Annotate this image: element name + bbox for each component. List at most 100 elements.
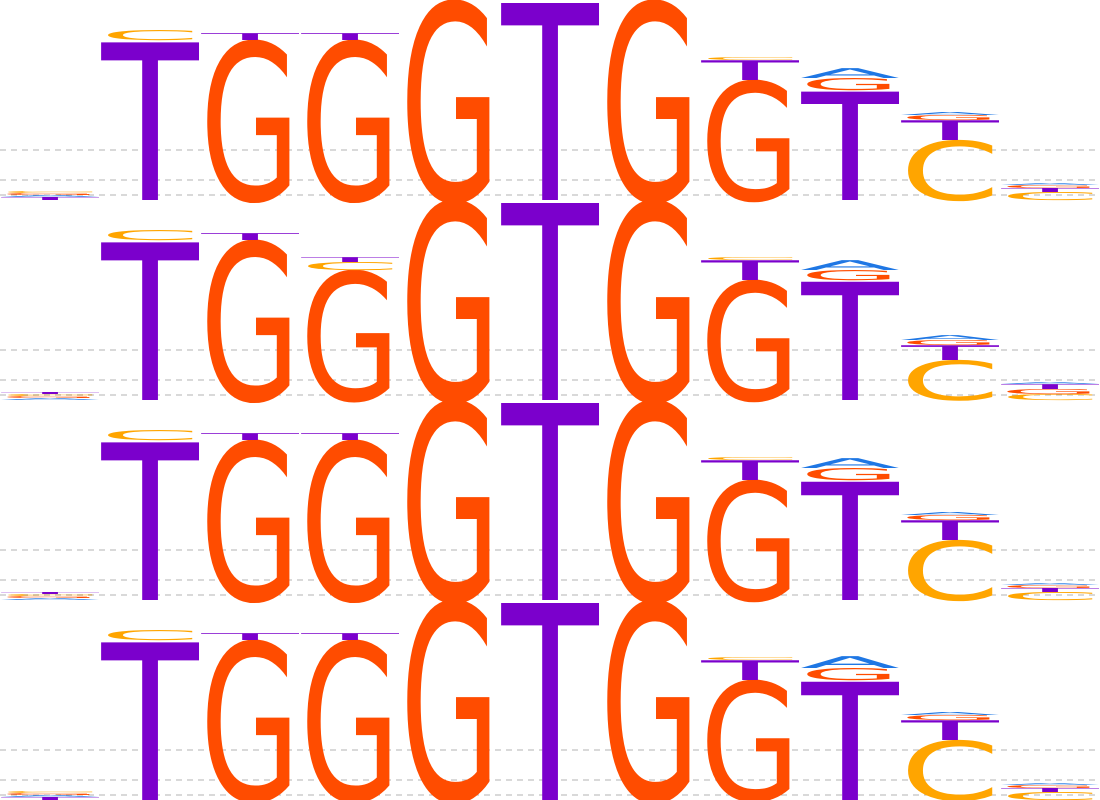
- logo-letter-A: A: [900, 511, 1000, 516]
- logo-letter-A: A: [0, 598, 100, 601]
- logo-letter-C: C: [0, 393, 100, 396]
- logo-letter-G: G: [300, 0, 400, 251]
- logo-letter-G: G: [400, 549, 500, 800]
- logo-letter-G: G: [700, 249, 800, 438]
- logo-letter-G: G: [900, 714, 1000, 722]
- logo-letter-G: G: [0, 192, 100, 195]
- logo-letter-T: T: [900, 341, 1000, 365]
- logo-letter-G: G: [1000, 584, 1100, 589]
- logo-letter-G: G: [400, 349, 500, 664]
- logo-letter-T: T: [200, 431, 299, 442]
- logo-letter-C: C: [0, 593, 100, 596]
- logo-letter-G: G: [700, 649, 800, 800]
- logo-letter-T: T: [501, 0, 600, 265]
- logo-letter-T: T: [1000, 187, 1099, 193]
- logo-letter-T: T: [801, 63, 900, 236]
- logo-letter-G: G: [400, 0, 500, 264]
- logo-letter-C: C: [100, 28, 200, 44]
- logo-letter-A: A: [800, 456, 900, 472]
- logo-letter-T: T: [700, 655, 799, 687]
- logo-letter-T: T: [300, 631, 399, 642]
- logo-letter-G: G: [0, 792, 100, 795]
- logo-letter-T: T: [0, 392, 99, 395]
- logo-letter-C: C: [100, 228, 200, 244]
- logo-letter-T: T: [801, 649, 900, 800]
- logo-letter-C: C: [100, 428, 200, 444]
- logo-letter-T: T: [1000, 587, 1099, 593]
- logo-letter-A: A: [1000, 583, 1100, 586]
- logo-letter-A: A: [0, 795, 100, 798]
- logo-letter-G: G: [300, 600, 400, 800]
- logo-letter-T: T: [700, 55, 799, 87]
- logo-letter-G: G: [700, 449, 800, 638]
- logo-letter-T: T: [300, 256, 399, 264]
- logo-letter-G: G: [200, 200, 300, 451]
- logo-letter-C: C: [700, 56, 800, 61]
- logo-letter-T: T: [900, 115, 999, 147]
- logo-letter-T: T: [801, 249, 900, 438]
- logo-letter-T: T: [700, 255, 799, 287]
- logo-letter-C: C: [0, 790, 100, 793]
- logo-letter-C: C: [100, 628, 200, 644]
- logo-letter-T: T: [501, 350, 600, 665]
- logo-letter-G: G: [800, 75, 900, 94]
- logo-letter-T: T: [1000, 383, 1099, 391]
- logo-letter-A: A: [900, 711, 1000, 716]
- logo-letter-A: A: [900, 111, 1000, 116]
- logo-letter-G: G: [600, 0, 700, 264]
- logo-letter-G: G: [300, 238, 400, 442]
- logo-letter-T: T: [300, 31, 399, 42]
- logo-letter-T: T: [200, 31, 299, 42]
- logo-letter-T: T: [101, 0, 200, 251]
- logo-letter-G: G: [0, 595, 100, 598]
- logo-letter-C: C: [700, 456, 800, 461]
- logo-letter-G: G: [800, 267, 900, 283]
- logo-letter-G: G: [900, 339, 1000, 347]
- logo-letter-C: C: [1000, 590, 1100, 603]
- logo-letter-T: T: [0, 196, 99, 201]
- logo-letter-T: T: [501, 550, 600, 800]
- logo-letter-A: A: [0, 195, 100, 198]
- logo-letter-G: G: [400, 149, 500, 464]
- logo-letter-G: G: [800, 465, 900, 484]
- logo-letter-C: C: [300, 260, 400, 273]
- logo-letter-A: A: [0, 398, 100, 401]
- logo-letter-G: G: [1000, 784, 1100, 789]
- logo-letter-C: C: [900, 350, 1000, 413]
- logo-letter-T: T: [300, 431, 399, 442]
- logo-letter-T: T: [0, 592, 99, 595]
- logo-letter-C: C: [700, 256, 800, 261]
- logo-letter-A: A: [900, 334, 1000, 342]
- logo-letter-G: G: [900, 514, 1000, 522]
- logo-letter-T: T: [900, 715, 999, 747]
- logo-letter-C: C: [0, 190, 100, 193]
- logo-letter-G: G: [700, 49, 800, 238]
- logo-letter-G: G: [1000, 184, 1100, 189]
- logo-letter-G: G: [600, 349, 700, 664]
- logo-letter-A: A: [1000, 783, 1100, 786]
- logo-letter-T: T: [1000, 787, 1099, 793]
- logo-letter-T: T: [0, 796, 99, 800]
- logo-letter-G: G: [200, 0, 300, 251]
- logo-letter-T: T: [801, 449, 900, 638]
- logo-letter-C: C: [1000, 392, 1100, 401]
- logo-letter-C: C: [900, 725, 1000, 800]
- logo-letter-T: T: [200, 631, 299, 642]
- logo-letter-T: T: [501, 150, 600, 465]
- logo-letter-C: C: [900, 525, 1000, 619]
- logo-letter-G: G: [600, 149, 700, 464]
- logo-letter-C: C: [1000, 190, 1100, 203]
- logo-letter-G: G: [600, 549, 700, 800]
- logo-letter-A: A: [1000, 183, 1100, 186]
- logo-letter-T: T: [200, 231, 299, 242]
- logo-letter-A: A: [800, 66, 900, 82]
- logo-letter-A: A: [800, 653, 900, 672]
- logo-letter-T: T: [101, 599, 200, 800]
- logo-letter-G: G: [200, 400, 300, 651]
